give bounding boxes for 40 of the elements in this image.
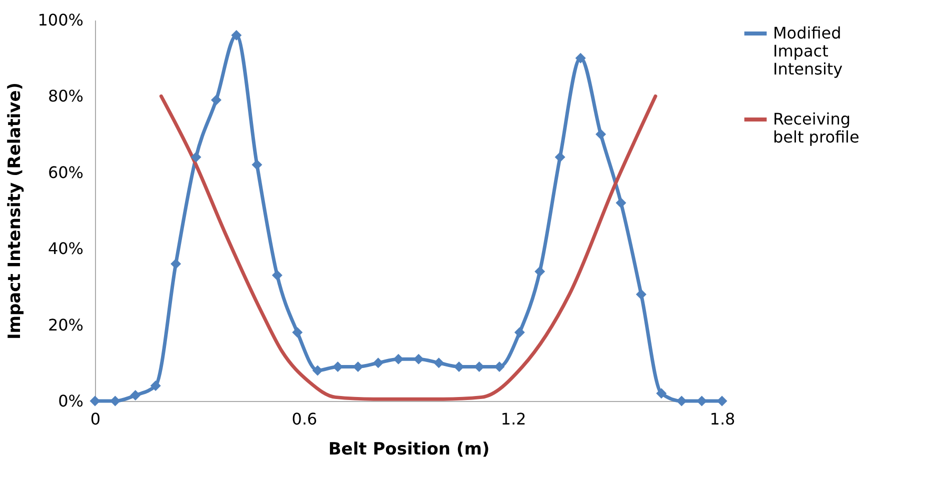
point [252, 160, 262, 170]
point [150, 380, 161, 392]
point [716, 396, 728, 406]
x-tick-label: 0 [90, 410, 101, 428]
point [292, 327, 303, 338]
point [434, 358, 444, 368]
x-tick-label: 1.8 [710, 410, 736, 428]
point [90, 396, 100, 406]
point [393, 354, 404, 364]
y-tick-label: 100% [38, 10, 84, 30]
point [413, 354, 424, 364]
point [170, 258, 182, 270]
y-tick-label: 40% [48, 239, 84, 258]
point [616, 198, 626, 208]
point [596, 129, 606, 140]
y-tick-label: 0% [58, 392, 84, 410]
point [372, 358, 384, 368]
point [312, 365, 323, 376]
y-axis-title: Impact Intensity (Relative) [4, 82, 25, 340]
point [130, 390, 141, 401]
point [190, 152, 202, 162]
x-tick-label: 0.6 [292, 410, 318, 428]
x-axis-title: Belt Position (m) [328, 440, 490, 460]
y-tick-label: 20% [48, 315, 84, 334]
legend-label: Receiving belt profile [773, 110, 860, 146]
point [554, 152, 566, 162]
legend-label: Modified Impact Intensity [773, 24, 843, 78]
line-series [159, 94, 658, 401]
point [272, 270, 282, 281]
point [676, 396, 687, 406]
point [575, 52, 586, 64]
y-tick-label: 60% [48, 162, 84, 182]
point [656, 388, 667, 399]
point [231, 30, 242, 40]
point [636, 289, 646, 300]
x-tick-label: 1.2 [500, 410, 526, 428]
point [210, 94, 222, 106]
y-tick-label: 80% [48, 86, 84, 106]
point [534, 266, 546, 277]
point [514, 327, 525, 338]
